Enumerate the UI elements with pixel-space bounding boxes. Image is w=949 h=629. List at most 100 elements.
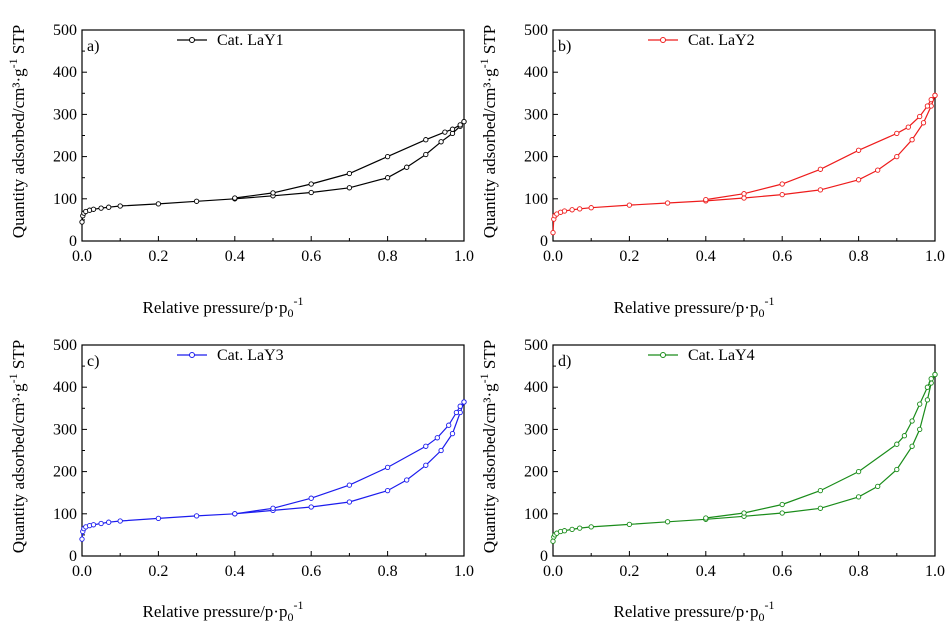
data-point	[855, 147, 862, 153]
y-tick-label: 0	[69, 548, 77, 565]
x-tick-label: 0.2	[619, 563, 639, 580]
y-axis-label: Quantity adsorbed/cm³·g-1 STP	[6, 340, 28, 553]
chart-panel-4: 0.0 0.2 0.4 0.6 0.8 1.0 0 100 200 300 400 500 Relati…	[477, 337, 945, 624]
x-axis-label: Relative pressure/p·p0-1	[614, 294, 775, 320]
data-point	[817, 187, 824, 193]
data-point	[588, 524, 594, 530]
data-point	[423, 462, 429, 468]
data-point	[550, 229, 556, 236]
data-point	[779, 191, 785, 198]
y-tick-label: 500	[524, 337, 548, 354]
data-point	[404, 477, 410, 483]
y-tick-label: 100	[53, 191, 77, 208]
y-tick-label: 500	[53, 337, 77, 354]
data-point	[932, 371, 938, 378]
legend-label: Cat. LaY1	[217, 32, 284, 49]
y-tick-label: 200	[524, 464, 548, 481]
y-tick-label: 200	[524, 149, 548, 166]
y-tick-label: 400	[524, 64, 548, 81]
data-point	[664, 200, 671, 206]
data-point	[588, 205, 594, 211]
legend-label: Cat. LaY3	[217, 347, 284, 364]
series-line-desorption	[234, 401, 465, 515]
y-tick-label: 0	[540, 548, 548, 565]
data-point	[457, 122, 463, 128]
data-point	[894, 153, 900, 160]
y-tick-label: 200	[53, 149, 77, 166]
data-point	[875, 167, 881, 173]
data-point	[920, 120, 927, 126]
data-point	[779, 510, 785, 516]
data-point	[106, 519, 112, 525]
data-point	[909, 418, 915, 424]
data-point	[446, 422, 452, 428]
data-point	[561, 528, 568, 534]
y-tick-label: 200	[53, 464, 77, 481]
chart-panel-3: 0.0 0.2 0.4 0.6 0.8 1.0 0 100 200 300 400 500 Relati…	[6, 337, 474, 624]
x-tick-label: 1.0	[454, 563, 474, 580]
data-point	[453, 409, 460, 416]
data-point	[569, 207, 575, 213]
data-point	[741, 195, 747, 201]
data-point	[384, 464, 391, 471]
x-tick-label: 1.0	[925, 248, 945, 265]
data-point	[155, 515, 162, 522]
x-tick-label: 0.8	[378, 563, 398, 580]
data-point	[928, 96, 934, 103]
data-point	[106, 204, 112, 210]
legend-label: Cat. LaY2	[688, 32, 755, 49]
y-tick-label: 500	[524, 22, 548, 39]
chart-panel-2: 0.0 0.2 0.4 0.6 0.8 1.0 0 100 200 300 400 500 Relati…	[477, 22, 945, 320]
data-point	[626, 202, 633, 208]
data-point	[550, 538, 556, 544]
y-tick-label: 500	[53, 22, 77, 39]
plot-frame	[81, 29, 465, 242]
panel-label: b)	[558, 38, 571, 55]
data-point	[79, 219, 85, 225]
y-tick-label: 400	[53, 64, 77, 81]
y-tick-label: 300	[524, 106, 548, 123]
data-point	[117, 518, 123, 524]
data-point	[924, 103, 931, 109]
data-point	[423, 137, 429, 143]
data-point	[577, 525, 583, 531]
panel-label: a)	[87, 38, 99, 55]
data-point	[308, 181, 314, 187]
legend-marker	[660, 37, 666, 43]
x-axis-label: Relative pressure/p·p0-1	[143, 294, 304, 320]
data-point	[98, 205, 104, 211]
x-tick-label: 0.6	[301, 563, 321, 580]
data-point	[232, 195, 238, 201]
y-tick-label: 300	[53, 106, 77, 123]
data-point	[817, 166, 824, 172]
data-point	[438, 447, 444, 454]
data-point	[308, 504, 314, 510]
data-point	[924, 397, 931, 403]
plot-frame	[81, 344, 465, 557]
data-point	[894, 441, 900, 447]
data-point	[817, 505, 824, 511]
data-point	[270, 190, 276, 196]
x-tick-label: 0.4	[696, 248, 716, 265]
data-point	[577, 206, 583, 212]
y-tick-label: 300	[524, 421, 548, 438]
data-point	[901, 433, 908, 439]
y-tick-label: 0	[540, 233, 548, 250]
x-tick-label: 1.0	[925, 563, 945, 580]
data-point	[434, 435, 440, 441]
data-point	[346, 185, 353, 191]
data-point	[346, 499, 353, 505]
y-axis-label: Quantity adsorbed/cm³·g-1 STP	[477, 340, 499, 553]
legend-label: Cat. LaY4	[688, 347, 755, 364]
data-point	[384, 153, 391, 160]
legend-marker	[660, 352, 666, 358]
data-point	[193, 513, 200, 519]
data-point	[270, 505, 276, 511]
x-tick-label: 0.6	[772, 563, 792, 580]
data-point	[703, 515, 709, 521]
data-point	[423, 443, 429, 449]
data-point	[855, 494, 862, 500]
data-point	[703, 196, 709, 203]
data-point	[155, 201, 162, 207]
data-point	[449, 130, 456, 137]
